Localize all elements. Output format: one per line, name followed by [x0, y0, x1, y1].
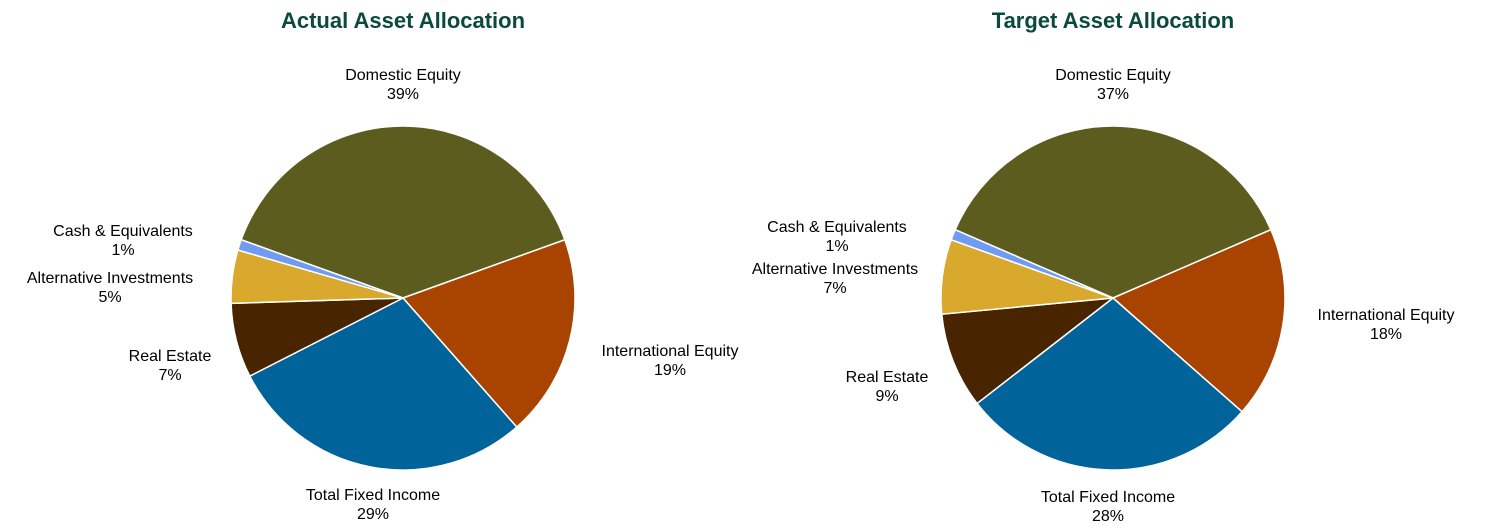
slice-label: Total Fixed Income — [1041, 489, 1175, 506]
slice-label: Alternative Investments — [752, 261, 918, 278]
slice-value: 19% — [654, 362, 686, 379]
pie-slice — [940, 297, 1116, 405]
slice-label: Real Estate — [846, 369, 929, 386]
pie-slice — [1111, 228, 1286, 413]
slice-value: 39% — [387, 86, 419, 103]
slice-value: 37% — [1097, 86, 1129, 103]
slice-label: Alternative Investments — [27, 270, 193, 287]
slice-value: 18% — [1370, 326, 1402, 343]
slice-label: International Equity — [1318, 307, 1455, 324]
slice-value: 5% — [98, 289, 121, 306]
slice-value: 7% — [823, 280, 846, 297]
slice-value: 1% — [111, 242, 134, 259]
chart-title: Target Asset Allocation — [992, 8, 1234, 33]
slice-value: 7% — [158, 367, 181, 384]
pie-slice — [236, 238, 404, 299]
slice-label: Cash & Equivalents — [53, 223, 193, 240]
slice-label: International Equity — [602, 343, 739, 360]
slice-value: 9% — [875, 388, 898, 405]
pie-slice — [950, 228, 1114, 299]
slice-label: Cash & Equivalents — [767, 219, 907, 236]
slice-label: Domestic Equity — [1055, 67, 1171, 84]
pie-slice — [976, 297, 1244, 471]
slice-label: Total Fixed Income — [306, 487, 440, 504]
pie-slice — [401, 238, 576, 429]
pie-slice — [248, 297, 518, 471]
pie-slice — [240, 125, 566, 299]
pie-slice — [954, 125, 1272, 299]
slice-value: 28% — [1092, 508, 1124, 525]
slice-label: Real Estate — [129, 348, 212, 365]
slice-value: 29% — [357, 506, 389, 523]
slice-value: 1% — [825, 238, 848, 255]
slice-label: Domestic Equity — [345, 67, 461, 84]
chart-title: Actual Asset Allocation — [281, 8, 525, 33]
